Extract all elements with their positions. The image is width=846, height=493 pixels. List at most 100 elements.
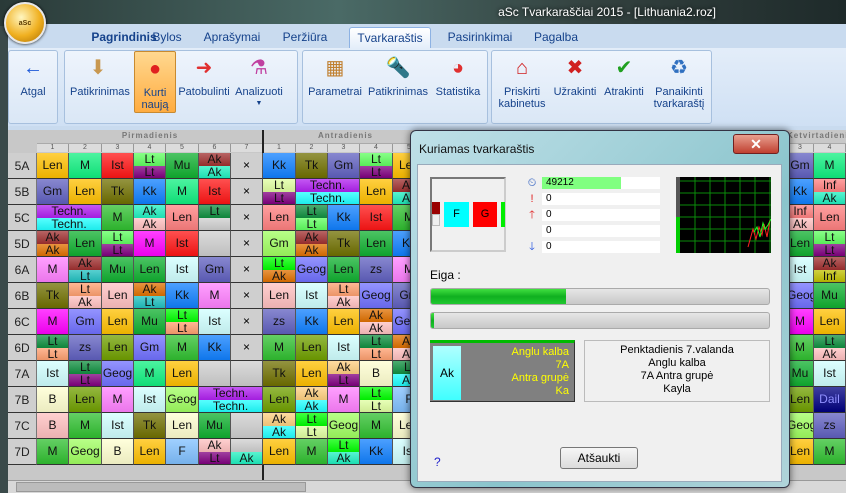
- timetable-cell[interactable]: Ak Ak: [296, 387, 328, 413]
- timetable-cell[interactable]: M: [199, 283, 231, 309]
- timetable-cell[interactable]: Kk: [296, 309, 328, 335]
- timetable-cell[interactable]: Ak Lt: [69, 257, 102, 283]
- app-logo-bell-icon[interactable]: aSc: [4, 2, 46, 44]
- timetable-cell[interactable]: Tk: [37, 283, 69, 309]
- timetable-cell[interactable]: Geog: [328, 413, 360, 439]
- timetable-cell[interactable]: Ist: [199, 179, 231, 205]
- timetable-cell[interactable]: M: [814, 153, 846, 179]
- timetable-cell[interactable]: Kk: [263, 153, 296, 179]
- timetable-cell[interactable]: Gm: [37, 179, 69, 205]
- timetable-cell[interactable]: Gm: [787, 153, 814, 179]
- timetable-cell[interactable]: Kk: [787, 179, 814, 205]
- class-label[interactable]: 7B: [8, 387, 37, 413]
- tab-tvarkaraštis[interactable]: Tvarkaraštis: [349, 27, 431, 48]
- timetable-cell[interactable]: Len: [787, 231, 814, 257]
- timetable-cell[interactable]: Len: [37, 153, 69, 179]
- timetable-cell[interactable]: Lt Lt: [37, 335, 69, 361]
- ribbon-button-statistika[interactable]: ◕ Statistika: [432, 51, 484, 113]
- class-label[interactable]: 6A: [8, 257, 37, 283]
- timetable-cell[interactable]: Ist: [296, 283, 328, 309]
- timetable-cell[interactable]: Len: [134, 257, 166, 283]
- timetable-cell[interactable]: M: [37, 309, 69, 335]
- timetable-cell[interactable]: Kk: [199, 335, 231, 361]
- timetable-cell[interactable]: Gm: [199, 257, 231, 283]
- timetable-cell[interactable]: Len: [263, 439, 296, 465]
- timetable-cell[interactable]: [199, 231, 231, 257]
- timetable-cell[interactable]: M: [787, 335, 814, 361]
- timetable-cell[interactable]: Mu: [102, 257, 134, 283]
- timetable-cell[interactable]: M: [787, 309, 814, 335]
- timetable-cell[interactable]: Mu: [199, 413, 231, 439]
- ribbon-button-patobulinti[interactable]: ➜ Patobulinti: [178, 51, 230, 113]
- timetable-cell[interactable]: Len: [134, 439, 166, 465]
- timetable-cell[interactable]: Kk: [166, 283, 199, 309]
- timetable-cell[interactable]: ×: [231, 231, 263, 257]
- tab-aprašymai[interactable]: Aprašymai: [203, 30, 261, 44]
- timetable-cell[interactable]: Ak Ak: [296, 231, 328, 257]
- timetable-cell[interactable]: M: [69, 153, 102, 179]
- timetable-cell[interactable]: Len: [296, 335, 328, 361]
- timetable-cell[interactable]: ×: [231, 335, 263, 361]
- timetable-cell[interactable]: Geog: [69, 439, 102, 465]
- class-label[interactable]: 6D: [8, 335, 37, 361]
- timetable-cell[interactable]: zs: [360, 257, 393, 283]
- timetable-cell[interactable]: Ak Ak: [360, 309, 393, 335]
- tab-pasirinkimai[interactable]: Pasirinkimai: [447, 30, 513, 44]
- timetable-cell[interactable]: Lt Lt: [296, 413, 328, 439]
- timetable-cell[interactable]: Lt Ak: [328, 439, 360, 465]
- timetable-cell[interactable]: B: [37, 387, 69, 413]
- timetable-cell[interactable]: M: [166, 179, 199, 205]
- timetable-cell[interactable]: [199, 361, 231, 387]
- timetable-cell[interactable]: Ak Ak: [37, 231, 69, 257]
- ribbon-button-priskirti-kabinetus[interactable]: ⌂ Priskirti kabinetus: [496, 51, 548, 113]
- timetable-cell[interactable]: Lt Ak: [814, 335, 846, 361]
- timetable-cell[interactable]: Tk: [296, 153, 328, 179]
- class-label[interactable]: 5A: [8, 153, 37, 179]
- timetable-cell[interactable]: Ak Ak: [263, 413, 296, 439]
- timetable-cell[interactable]: M: [360, 413, 393, 439]
- timetable-cell[interactable]: B: [37, 413, 69, 439]
- class-label[interactable]: 7C: [8, 413, 37, 439]
- timetable-cell[interactable]: Techn. Techn.: [37, 205, 102, 231]
- timetable-cell[interactable]: Geog: [787, 413, 814, 439]
- timetable-cell[interactable]: M: [134, 231, 166, 257]
- timetable-cell[interactable]: Lt Lt: [102, 231, 134, 257]
- ribbon-button-parametrai[interactable]: ▦ Parametrai: [306, 51, 364, 113]
- timetable-cell[interactable]: M: [37, 257, 69, 283]
- timetable-cell[interactable]: Ak Lt: [199, 439, 231, 465]
- timetable-cell[interactable]: Ist: [166, 257, 199, 283]
- timetable-cell[interactable]: Len: [814, 309, 846, 335]
- timetable-cell[interactable]: Ist: [166, 231, 199, 257]
- timetable-cell[interactable]: Len: [787, 387, 814, 413]
- timetable-cell[interactable]: Ak Lt: [134, 283, 166, 309]
- timetable-cell[interactable]: Dail: [814, 387, 846, 413]
- timetable-cell[interactable]: Ak Lt: [328, 361, 360, 387]
- timetable-cell[interactable]: Ak Inf: [814, 257, 846, 283]
- timetable-cell[interactable]: ×: [231, 205, 263, 231]
- timetable-cell[interactable]: Ist: [360, 205, 393, 231]
- timetable-cell[interactable]: Geog: [787, 283, 814, 309]
- scroll-thumb[interactable]: [16, 482, 306, 492]
- timetable-cell[interactable]: Lt Lt: [134, 153, 166, 179]
- timetable-cell[interactable]: Ak: [231, 439, 263, 465]
- timetable-cell[interactable]: Tk: [102, 179, 134, 205]
- class-label[interactable]: 5C: [8, 205, 37, 231]
- timetable-cell[interactable]: Tk: [134, 413, 166, 439]
- timetable-cell[interactable]: B: [102, 439, 134, 465]
- timetable-cell[interactable]: F: [166, 439, 199, 465]
- timetable-cell[interactable]: Len: [69, 179, 102, 205]
- class-label[interactable]: 6B: [8, 283, 37, 309]
- timetable-cell[interactable]: Len: [787, 439, 814, 465]
- ribbon-button-panaikinti-tvarkaraštį[interactable]: ♻ Panaikinti tvarkaraštį: [648, 51, 710, 113]
- ribbon-button-patikrinimas[interactable]: ⬇ Patikrinimas: [70, 51, 130, 113]
- timetable-cell[interactable]: Ist: [814, 361, 846, 387]
- timetable-cell[interactable]: Lt Lt: [814, 231, 846, 257]
- timetable-cell[interactable]: Gm: [263, 231, 296, 257]
- timetable-cell[interactable]: ×: [231, 283, 263, 309]
- timetable-cell[interactable]: ×: [231, 257, 263, 283]
- timetable-cell[interactable]: Mu: [166, 153, 199, 179]
- timetable-cell[interactable]: Gm: [328, 153, 360, 179]
- ribbon-button-atrakinti[interactable]: ✔ Atrakinti: [602, 51, 646, 113]
- ribbon-button-patikrinimas[interactable]: 🔦 Patikrinimas: [366, 51, 430, 113]
- timetable-cell[interactable]: Lt Ak: [263, 257, 296, 283]
